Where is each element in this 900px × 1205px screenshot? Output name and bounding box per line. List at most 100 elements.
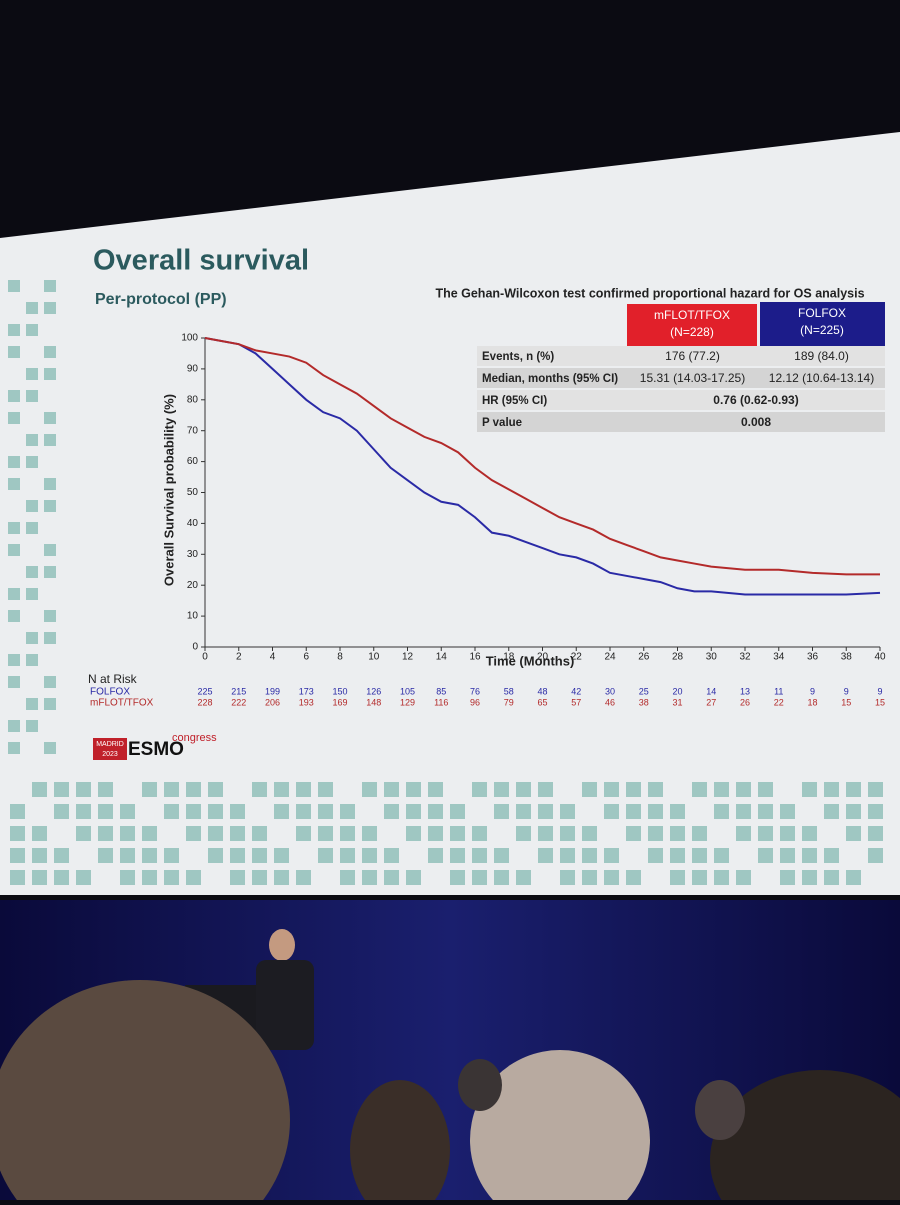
deco-square bbox=[692, 826, 707, 841]
deco-square bbox=[142, 848, 157, 863]
deco-square bbox=[142, 782, 157, 797]
table: Events, n (%) 176 (77.2) 189 (84.0) Median,… bbox=[477, 346, 885, 432]
deco-square bbox=[54, 804, 69, 819]
deco-square bbox=[560, 826, 575, 841]
risk-count: 148 bbox=[366, 697, 381, 707]
deco-square bbox=[428, 804, 443, 819]
table-row bbox=[477, 368, 885, 388]
deco-square bbox=[274, 848, 289, 863]
table-row bbox=[477, 390, 885, 410]
deco-square bbox=[32, 870, 47, 885]
deco-square bbox=[164, 782, 179, 797]
deco-square bbox=[472, 782, 487, 797]
deco-square bbox=[44, 368, 56, 380]
deco-square bbox=[494, 782, 509, 797]
deco-square bbox=[296, 782, 311, 797]
deco-square bbox=[44, 632, 56, 644]
head bbox=[470, 1050, 650, 1205]
table-cell: 0.76 (0.62-0.93) bbox=[713, 393, 798, 407]
deco-square bbox=[472, 826, 487, 841]
deco-square bbox=[824, 782, 839, 797]
deco-square bbox=[758, 848, 773, 863]
deco-square bbox=[648, 826, 663, 841]
deco-square bbox=[142, 870, 157, 885]
x-tick-label: 8 bbox=[337, 652, 343, 663]
deco-square bbox=[8, 478, 20, 490]
deco-square bbox=[32, 826, 47, 841]
deco-square bbox=[450, 870, 465, 885]
deco-square bbox=[780, 804, 795, 819]
deco-square bbox=[384, 804, 399, 819]
logo-text: ESMO bbox=[128, 739, 184, 760]
y-tick-label: 100 bbox=[181, 333, 198, 344]
risk-count: 14 bbox=[706, 686, 716, 696]
risk-count: 9 bbox=[810, 686, 815, 696]
deco-square bbox=[538, 848, 553, 863]
risk-count: 13 bbox=[740, 686, 750, 696]
deco-square bbox=[76, 870, 91, 885]
deco-square bbox=[494, 870, 509, 885]
deco-square bbox=[8, 654, 20, 666]
deco-square bbox=[670, 848, 685, 863]
deco-square bbox=[604, 804, 619, 819]
y-tick-label: 60 bbox=[187, 456, 199, 467]
table-label: P value bbox=[482, 417, 522, 429]
deco-square bbox=[736, 870, 751, 885]
risk-count: 169 bbox=[332, 697, 347, 707]
y-tick-label: 80 bbox=[187, 394, 199, 405]
deco-square bbox=[10, 870, 25, 885]
table-label: Events, n (%) bbox=[482, 351, 554, 363]
decoration bbox=[8, 280, 883, 885]
deco-square bbox=[44, 742, 56, 754]
deco-square bbox=[604, 870, 619, 885]
deco-square bbox=[8, 324, 20, 336]
deco-square bbox=[516, 826, 531, 841]
deco-square bbox=[472, 870, 487, 885]
deco-square bbox=[538, 804, 553, 819]
deco-square bbox=[494, 848, 509, 863]
deco-square bbox=[26, 324, 38, 336]
risk-count: 85 bbox=[436, 686, 446, 696]
x-tick-label: 0 bbox=[202, 652, 208, 663]
x-tick-label: 6 bbox=[303, 652, 309, 663]
deco-square bbox=[274, 782, 289, 797]
risk-count: 48 bbox=[537, 686, 547, 696]
deco-square bbox=[824, 804, 839, 819]
deco-square bbox=[186, 782, 201, 797]
deco-square bbox=[230, 848, 245, 863]
deco-square bbox=[780, 848, 795, 863]
deco-square bbox=[450, 804, 465, 819]
deco-square bbox=[10, 826, 25, 841]
deco-square bbox=[76, 804, 91, 819]
logo-text: 2023 bbox=[102, 751, 118, 758]
x-tick-label: 10 bbox=[368, 652, 380, 663]
y-tick-label: 30 bbox=[187, 549, 199, 560]
deco-square bbox=[26, 566, 38, 578]
deco-square bbox=[340, 826, 355, 841]
deco-square bbox=[846, 782, 861, 797]
deco-square bbox=[692, 870, 707, 885]
deco-square bbox=[472, 848, 487, 863]
head bbox=[0, 980, 290, 1205]
deco-square bbox=[560, 848, 575, 863]
deco-square bbox=[8, 676, 20, 688]
deco-square bbox=[670, 870, 685, 885]
deco-square bbox=[516, 870, 531, 885]
deco-square bbox=[736, 782, 751, 797]
risk-count: 15 bbox=[841, 697, 851, 707]
deco-square bbox=[560, 870, 575, 885]
deco-square bbox=[164, 848, 179, 863]
table-cell: 189 (84.0) bbox=[794, 349, 849, 363]
deco-square bbox=[340, 804, 355, 819]
deco-square bbox=[120, 804, 135, 819]
risk-count: 9 bbox=[844, 686, 849, 696]
deco-square bbox=[318, 782, 333, 797]
x-tick-label: 20 bbox=[537, 652, 549, 663]
audience bbox=[0, 929, 900, 1205]
survival-curve bbox=[204, 337, 881, 596]
deco-square bbox=[98, 826, 113, 841]
deco-square bbox=[26, 720, 38, 732]
deco-square bbox=[274, 804, 289, 819]
logo-box bbox=[93, 738, 127, 760]
deco-square bbox=[164, 804, 179, 819]
